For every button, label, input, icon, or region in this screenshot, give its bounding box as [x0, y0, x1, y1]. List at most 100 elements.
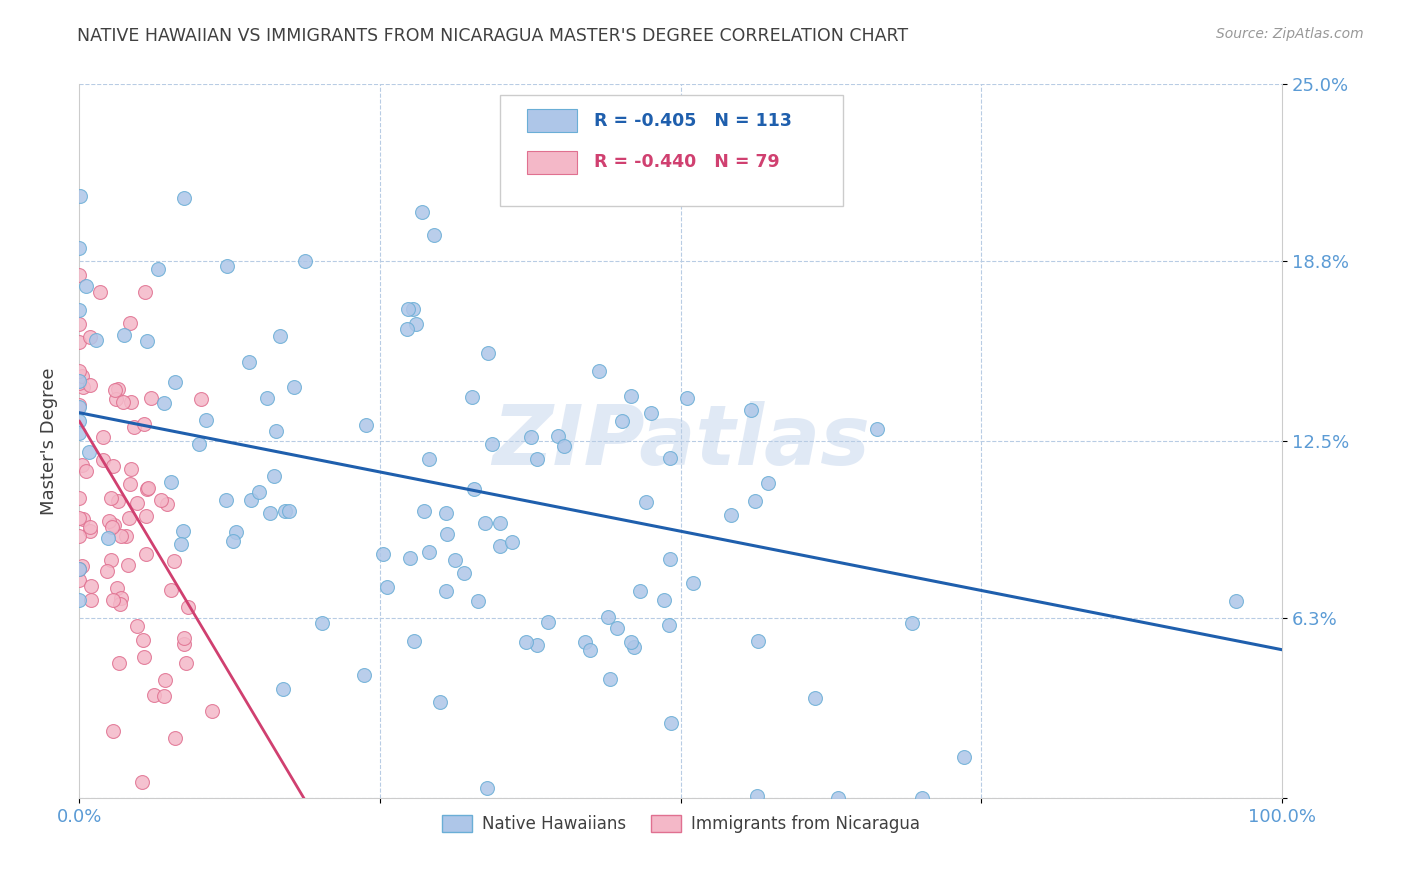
Point [117, 558, 139, 572]
Point [108, 597, 131, 611]
Point [477, 346, 499, 360]
Point [80, 578, 103, 592]
Point [100, 520, 122, 534]
Point [67, 303, 90, 318]
Point [443, 553, 465, 567]
Point [488, 516, 510, 530]
Point [67, 401, 90, 415]
Point [405, 318, 427, 332]
Point [744, 493, 766, 508]
Point [122, 420, 145, 434]
Point [156, 497, 179, 511]
Point [134, 285, 156, 300]
Point [172, 524, 194, 538]
Point [120, 462, 142, 476]
Point [118, 510, 141, 524]
Point [153, 673, 176, 687]
Point [434, 584, 457, 599]
FancyBboxPatch shape [527, 110, 578, 132]
Point [294, 253, 316, 268]
Point [170, 537, 193, 551]
Point [173, 637, 195, 651]
Point [396, 301, 419, 316]
Point [69, 189, 91, 203]
Point [247, 484, 270, 499]
FancyBboxPatch shape [527, 151, 578, 174]
Point [418, 452, 440, 467]
Point [353, 668, 375, 682]
Point [620, 389, 643, 403]
Point [827, 791, 849, 805]
Point [599, 672, 621, 686]
Point [474, 516, 496, 530]
Point [436, 527, 458, 541]
Legend: Native Hawaiians, Immigrants from Nicaragua: Native Hawaiians, Immigrants from Nicara… [432, 805, 929, 843]
Point [72, 380, 94, 394]
Point [70, 558, 93, 573]
Point [165, 731, 187, 746]
Point [67, 334, 90, 349]
Point [238, 355, 260, 369]
Point [866, 422, 889, 436]
Point [756, 476, 779, 491]
Point [489, 540, 512, 554]
Point [96, 564, 118, 578]
Point [411, 205, 433, 219]
Point [153, 689, 176, 703]
Point [132, 633, 155, 648]
Text: Source: ZipAtlas.com: Source: ZipAtlas.com [1216, 27, 1364, 41]
Point [67, 414, 90, 428]
Point [177, 599, 200, 614]
Point [136, 482, 159, 496]
Point [72, 369, 94, 384]
Point [173, 191, 195, 205]
Point [640, 406, 662, 420]
Point [75, 279, 97, 293]
Point [110, 529, 132, 543]
Point [1225, 593, 1247, 607]
Point [67, 491, 90, 505]
Point [453, 566, 475, 580]
Point [901, 616, 924, 631]
Point [80, 592, 103, 607]
Point [547, 428, 569, 442]
Point [911, 791, 934, 805]
Point [620, 635, 643, 649]
Point [67, 562, 90, 576]
Text: Master's Degree: Master's Degree [41, 368, 58, 515]
Point [596, 610, 619, 624]
Point [399, 551, 422, 566]
Point [153, 396, 176, 410]
Point [747, 633, 769, 648]
Point [163, 376, 186, 390]
Point [70, 458, 93, 473]
Point [86, 333, 108, 347]
Point [79, 524, 101, 538]
Point [371, 547, 394, 561]
Point [120, 395, 142, 409]
Point [141, 392, 163, 406]
Point [221, 533, 243, 548]
Point [79, 520, 101, 534]
Point [740, 402, 762, 417]
Point [628, 584, 651, 599]
Point [108, 657, 131, 671]
Point [682, 575, 704, 590]
Point [134, 649, 156, 664]
Point [67, 425, 90, 440]
Point [354, 418, 377, 433]
Point [422, 227, 444, 242]
Point [187, 437, 209, 451]
Point [215, 493, 238, 508]
Point [91, 453, 114, 467]
Text: ZIPatlas: ZIPatlas [492, 401, 869, 482]
Point [463, 482, 485, 496]
Point [97, 531, 120, 545]
Point [173, 631, 195, 645]
Point [136, 334, 159, 348]
Point [67, 268, 90, 282]
Point [101, 458, 124, 473]
Point [127, 496, 149, 510]
Point [163, 554, 186, 568]
Point [515, 635, 537, 649]
